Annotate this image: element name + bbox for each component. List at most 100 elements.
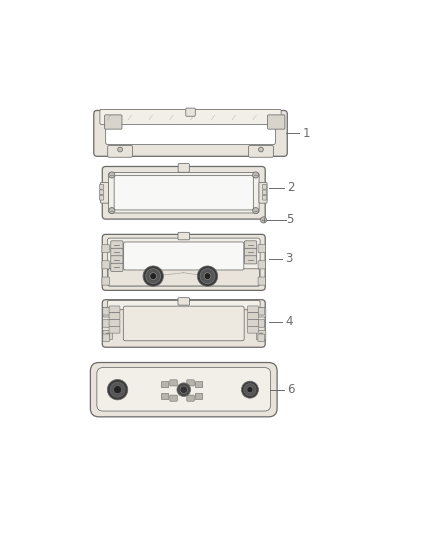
Circle shape <box>247 386 253 393</box>
FancyBboxPatch shape <box>262 190 267 195</box>
FancyBboxPatch shape <box>99 184 104 189</box>
Circle shape <box>143 266 163 286</box>
FancyBboxPatch shape <box>114 176 253 210</box>
FancyBboxPatch shape <box>111 256 123 264</box>
Circle shape <box>150 273 157 279</box>
FancyBboxPatch shape <box>170 395 177 401</box>
Text: 2: 2 <box>287 181 295 194</box>
Text: 5: 5 <box>286 213 294 227</box>
FancyBboxPatch shape <box>187 380 194 386</box>
FancyBboxPatch shape <box>103 308 110 315</box>
FancyBboxPatch shape <box>247 313 258 320</box>
Circle shape <box>200 269 215 284</box>
FancyBboxPatch shape <box>258 334 265 342</box>
Circle shape <box>106 310 110 314</box>
FancyBboxPatch shape <box>244 241 257 249</box>
Circle shape <box>261 217 267 223</box>
Circle shape <box>118 147 123 152</box>
FancyBboxPatch shape <box>124 242 244 270</box>
Circle shape <box>253 207 259 214</box>
FancyBboxPatch shape <box>258 261 265 269</box>
Circle shape <box>253 172 259 178</box>
Circle shape <box>259 310 263 314</box>
FancyBboxPatch shape <box>99 190 104 195</box>
FancyBboxPatch shape <box>103 308 113 317</box>
Text: 4: 4 <box>286 316 293 328</box>
FancyBboxPatch shape <box>111 241 123 249</box>
FancyBboxPatch shape <box>178 297 190 305</box>
FancyBboxPatch shape <box>178 164 189 172</box>
Circle shape <box>109 207 115 214</box>
FancyBboxPatch shape <box>94 110 287 156</box>
FancyBboxPatch shape <box>244 256 257 264</box>
FancyBboxPatch shape <box>109 326 120 333</box>
FancyBboxPatch shape <box>100 109 281 124</box>
FancyBboxPatch shape <box>195 382 203 387</box>
Text: 6: 6 <box>287 383 295 396</box>
FancyBboxPatch shape <box>258 245 265 253</box>
FancyBboxPatch shape <box>262 195 267 200</box>
FancyBboxPatch shape <box>249 146 273 157</box>
FancyBboxPatch shape <box>106 118 276 144</box>
FancyBboxPatch shape <box>108 173 259 213</box>
FancyBboxPatch shape <box>107 238 260 286</box>
Circle shape <box>109 172 115 178</box>
Circle shape <box>197 266 218 286</box>
Circle shape <box>177 383 191 397</box>
FancyBboxPatch shape <box>187 395 194 401</box>
FancyBboxPatch shape <box>102 300 265 347</box>
FancyBboxPatch shape <box>247 306 258 313</box>
Circle shape <box>204 273 211 279</box>
FancyBboxPatch shape <box>109 306 120 313</box>
Text: 1: 1 <box>303 127 310 140</box>
FancyBboxPatch shape <box>259 182 267 203</box>
FancyBboxPatch shape <box>111 263 123 271</box>
FancyBboxPatch shape <box>161 393 169 400</box>
FancyBboxPatch shape <box>102 261 110 269</box>
Circle shape <box>110 382 125 397</box>
FancyBboxPatch shape <box>103 320 110 327</box>
Circle shape <box>146 269 161 284</box>
FancyBboxPatch shape <box>103 330 113 340</box>
FancyBboxPatch shape <box>256 330 266 340</box>
FancyBboxPatch shape <box>108 146 132 157</box>
FancyBboxPatch shape <box>109 320 120 326</box>
FancyBboxPatch shape <box>178 232 190 240</box>
FancyBboxPatch shape <box>186 108 195 116</box>
FancyBboxPatch shape <box>247 320 258 326</box>
FancyBboxPatch shape <box>195 393 203 400</box>
Circle shape <box>106 333 110 337</box>
FancyBboxPatch shape <box>258 320 265 327</box>
FancyBboxPatch shape <box>108 269 259 286</box>
Circle shape <box>241 381 258 398</box>
FancyBboxPatch shape <box>105 115 122 129</box>
FancyBboxPatch shape <box>102 235 265 290</box>
FancyBboxPatch shape <box>170 380 177 386</box>
Circle shape <box>180 386 187 393</box>
Circle shape <box>258 147 263 152</box>
Circle shape <box>113 385 122 394</box>
Circle shape <box>244 384 256 396</box>
FancyBboxPatch shape <box>100 182 109 203</box>
FancyBboxPatch shape <box>256 308 266 317</box>
FancyBboxPatch shape <box>103 334 110 342</box>
FancyBboxPatch shape <box>99 195 104 200</box>
FancyBboxPatch shape <box>262 184 267 189</box>
FancyBboxPatch shape <box>97 368 271 411</box>
FancyBboxPatch shape <box>102 277 110 285</box>
FancyBboxPatch shape <box>268 115 285 129</box>
FancyBboxPatch shape <box>124 306 244 341</box>
Text: 3: 3 <box>286 253 293 265</box>
FancyBboxPatch shape <box>109 313 120 320</box>
FancyBboxPatch shape <box>244 248 257 256</box>
FancyBboxPatch shape <box>161 382 169 387</box>
FancyBboxPatch shape <box>258 308 265 315</box>
FancyBboxPatch shape <box>90 362 277 417</box>
FancyBboxPatch shape <box>111 248 123 256</box>
FancyBboxPatch shape <box>247 326 258 333</box>
Circle shape <box>107 379 128 400</box>
FancyBboxPatch shape <box>102 166 265 219</box>
FancyBboxPatch shape <box>102 245 110 253</box>
Circle shape <box>259 333 263 337</box>
FancyBboxPatch shape <box>107 301 260 310</box>
